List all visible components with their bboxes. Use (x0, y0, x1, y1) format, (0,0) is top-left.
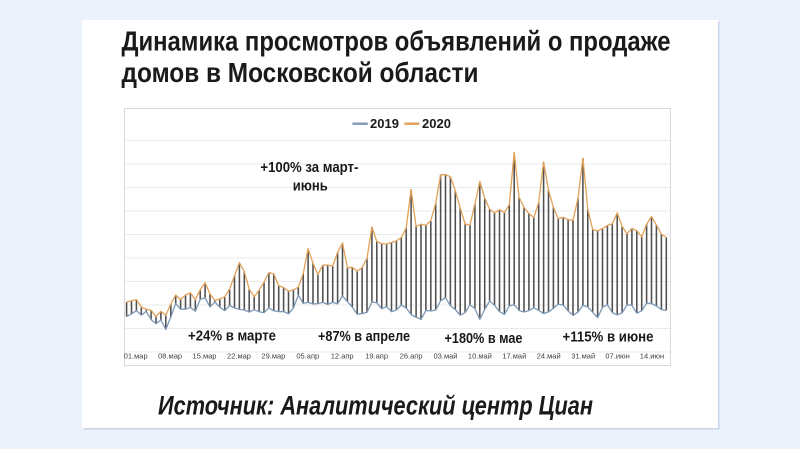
svg-text:24.май: 24.май (537, 352, 561, 361)
svg-text:08.мар: 08.мар (158, 352, 182, 361)
svg-text:+24% в марте: +24% в марте (188, 329, 276, 345)
svg-text:03.май: 03.май (434, 352, 458, 361)
svg-text:26.апр: 26.апр (400, 352, 423, 361)
svg-text:12.апр: 12.апр (331, 352, 354, 361)
svg-text:29.мар: 29.мар (261, 352, 285, 361)
svg-text:17.май: 17.май (502, 352, 526, 361)
svg-text:07.июн: 07.июн (605, 352, 629, 361)
svg-text:Динамика просмотров объявлений: Динамика просмотров объявлений о продаже (122, 26, 671, 57)
svg-text:15.мар: 15.мар (193, 352, 217, 361)
svg-text:19.апр: 19.апр (365, 352, 388, 361)
svg-text:01.мар: 01.мар (124, 352, 148, 361)
svg-text:2019: 2019 (370, 116, 399, 131)
svg-text:14.июн: 14.июн (640, 352, 664, 361)
svg-text:+115% в июне: +115% в июне (563, 329, 654, 345)
svg-text:+100% за март-: +100% за март- (260, 160, 358, 176)
svg-text:31.май: 31.май (571, 352, 595, 361)
svg-text:10.май: 10.май (468, 352, 492, 361)
svg-text:Источник: Аналитический центр: Источник: Аналитический центр Циан (158, 391, 593, 421)
svg-text:2020: 2020 (422, 116, 451, 131)
svg-text:+180% в мае: +180% в мае (445, 331, 523, 347)
svg-text:домов в Московской области: домов в Московской области (122, 57, 479, 88)
svg-text:+87% в апреле: +87% в апреле (318, 329, 410, 345)
svg-text:22.мар: 22.мар (227, 352, 251, 361)
svg-text:05.апр: 05.апр (296, 352, 319, 361)
svg-text:июнь: июнь (293, 178, 328, 194)
